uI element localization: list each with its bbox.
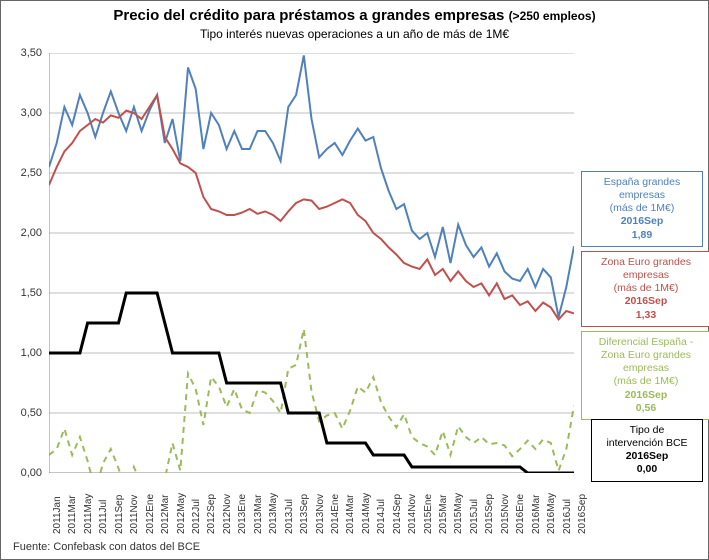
y-tick: 2,00 [21,227,42,239]
x-tick: 2016Mar [531,495,542,534]
y-tick: 1,50 [21,287,42,299]
x-tick: 2012Sep [206,494,217,534]
chart-frame: Precio del crédito para préstamos a gran… [0,0,709,560]
x-tick: 2016Ene [515,494,526,534]
legend-line: 2016Sep [587,389,705,402]
x-tick: 2014Nov [407,494,418,534]
x-tick: 2013Sep [299,494,310,534]
x-tick: 2015Mar [438,495,449,534]
x-tick: 2014Sep [392,494,403,534]
y-tick: 1,00 [21,347,42,359]
x-tick: 2011Sep [114,495,125,534]
source-label: Fuente: Confebask con datos del BCE [13,541,200,553]
legend-line: Zona Euro grandes [587,256,705,269]
x-tick: 2013Nov [315,494,326,534]
x-tick: 2013May [268,493,279,534]
x-tick: 2016Jul [562,499,573,534]
legend-line: 1,33 [587,309,705,322]
legend-line: Tipo de [597,424,697,437]
legend-line: España grandes [587,176,697,189]
legend-diferencial: Diferencial España -Zona Euro grandesemp… [581,331,709,420]
x-tick: 2011Jul [98,500,109,534]
legend-line: intervención BCE [597,437,697,450]
x-axis-ticks: 2011Jan 2011Mar 2011May 2011Jul 2011Sep 2011N… [49,474,574,544]
x-tick: 2012Ene [145,494,156,534]
legend-euro: Zona Euro grandesempresas(más de 1M€)201… [581,251,709,327]
x-tick: 2014Jul [376,499,387,534]
x-tick: 2015Ene [423,494,434,534]
x-tick: 2013Ene [237,494,248,534]
y-tick: 0,00 [21,467,42,479]
chart-subtitle: Tipo interés nuevas operaciones a un año… [1,27,708,41]
legend-line: empresas [587,362,705,375]
x-tick: 2015Sep [484,494,495,534]
legend-line: Zona Euro grandes [587,349,705,362]
legend-line: 2016Sep [587,215,697,228]
legend-line: (más de 1M€) [587,375,705,388]
legend-line: empresas [587,189,697,202]
y-tick: 0,50 [21,407,42,419]
x-tick: 2014Mar [345,495,356,534]
legend-espana: España grandesempresas(más de 1M€)2016Se… [581,171,703,247]
legend-line: 0,00 [597,463,697,476]
x-tick: 2015Nov [500,494,511,534]
x-tick: 2012May [176,493,187,534]
legend-line: (más de 1M€) [587,202,697,215]
x-tick: 2011Mar [67,495,78,534]
x-tick: 2012Mar [160,495,171,534]
y-tick: 2,50 [21,167,42,179]
title-suffix: (>250 empleos) [509,9,596,23]
plot-area [49,53,574,473]
legend-line: 2016Sep [587,295,705,308]
x-tick: 2013Jul [284,499,295,534]
x-tick: 2012Nov [222,494,233,534]
legend-line: empresas [587,269,705,282]
x-tick: 2013Mar [253,495,264,534]
title-main: Precio del crédito para préstamos a gran… [113,7,504,24]
x-tick: 2011Nov [129,495,140,534]
x-tick: 2015May [453,493,464,534]
legend-line: 0,56 [587,402,705,415]
y-tick: 3,50 [21,47,42,59]
x-tick: 2014Ene [330,494,341,534]
x-tick: 2016Sep [577,494,588,534]
x-tick: 2014May [361,493,372,534]
x-tick: 2016May [546,493,557,534]
x-tick: 2012Jul [191,499,202,534]
y-tick: 3,00 [21,107,42,119]
legend-line: Diferencial España - [587,336,705,349]
legend-line: (más de 1M€) [587,282,705,295]
x-tick: 2011Jan [52,496,63,534]
legend-bce: Tipo deintervención BCE2016Sep0,00 [591,419,703,482]
chart-title: Precio del crédito para préstamos a gran… [1,7,708,24]
x-tick: 2015Jul [469,499,480,534]
legend-line: 1,89 [587,229,697,242]
x-tick: 2011May [83,494,94,534]
legend-line: 2016Sep [597,450,697,463]
